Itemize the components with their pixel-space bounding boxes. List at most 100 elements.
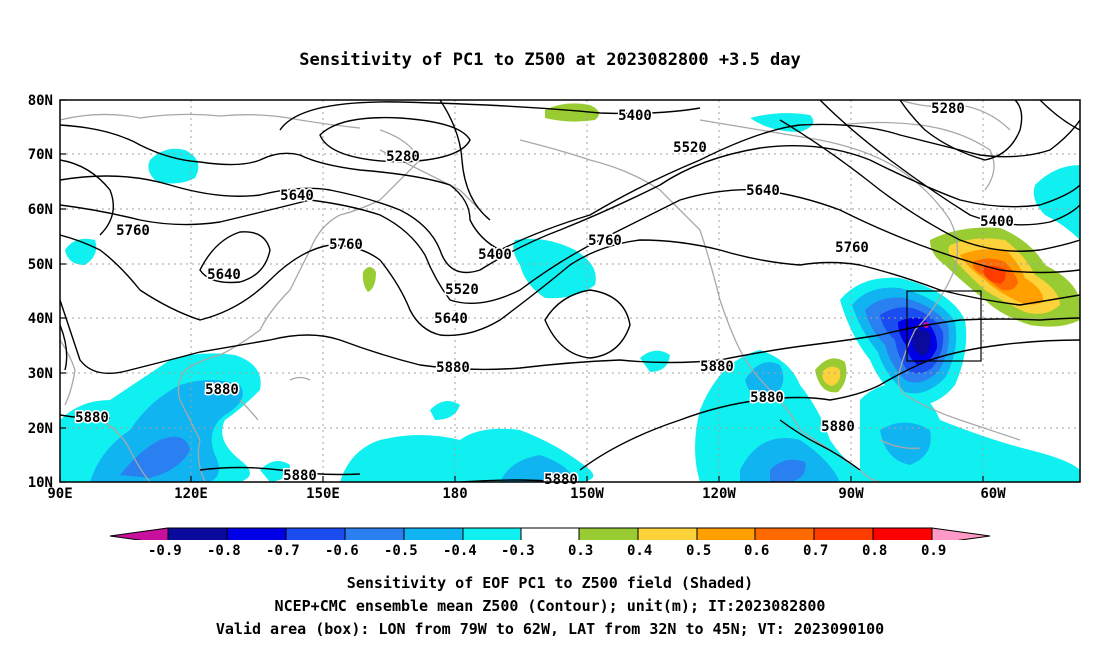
colorbar-segment <box>696 527 756 540</box>
contour-label: 5280 <box>931 101 965 117</box>
lat-label: 30N <box>28 366 53 382</box>
valid-area-box <box>906 290 982 362</box>
shade-green-region <box>362 267 376 292</box>
colorbar-high-arrow <box>931 527 991 540</box>
colorbar <box>109 527 991 540</box>
lat-label: 20N <box>28 421 53 437</box>
contour-label: 5880 <box>700 359 734 375</box>
shade-cyan-region <box>513 238 596 299</box>
contour-label: 5400 <box>478 247 512 263</box>
colorbar-segment <box>872 527 933 540</box>
contour-label: 5880 <box>436 360 470 376</box>
contour-line-5880-south <box>779 419 861 471</box>
contour-label: 5880 <box>283 468 317 484</box>
lon-label: 150E <box>306 486 340 502</box>
contour-line-5640-low <box>199 231 271 284</box>
colorbar-segment <box>520 527 580 540</box>
lat-label: 10N <box>28 475 53 491</box>
contour-line-5400-east <box>819 100 1080 226</box>
lon-label: 150W <box>570 486 604 502</box>
contour-label: 5520 <box>673 140 707 156</box>
colorbar-label: -0.8 <box>207 543 241 559</box>
contour-line <box>779 119 1080 252</box>
colorbar-label: 0.5 <box>686 543 712 559</box>
footer-line-shaded: Sensitivity of EOF PC1 to Z500 field (Sh… <box>346 574 754 592</box>
shade-cyan-region <box>65 238 97 265</box>
shade-darkest-blue-region <box>912 328 931 356</box>
colorbar-low-arrow <box>109 527 169 540</box>
contour-label: 5400 <box>980 214 1014 230</box>
colorbar-label: 0.9 <box>921 543 947 559</box>
contour-line-5760 <box>60 234 1080 337</box>
colorbar-segment <box>578 527 639 540</box>
contour-line <box>439 100 491 221</box>
colorbar-label: -0.9 <box>148 543 182 559</box>
lon-label: 90E <box>47 486 72 502</box>
colorbar-segment <box>637 527 698 540</box>
shade-cyan-region <box>640 350 670 372</box>
shade-cyan-region <box>1033 165 1080 240</box>
contour-label: 5520 <box>445 282 479 298</box>
contour-label: 5280 <box>386 149 420 165</box>
contour-line-5880-south <box>579 339 1080 471</box>
axis-ticks <box>59 99 984 483</box>
colorbar-label: -0.5 <box>384 543 418 559</box>
contour-label: 5760 <box>588 233 622 249</box>
contour-line-5640 <box>60 189 1080 305</box>
lat-label: 40N <box>28 311 53 327</box>
contour-line <box>60 324 68 371</box>
contour-label: 5880 <box>544 472 578 488</box>
shade-light-blue-region <box>880 422 931 465</box>
lon-label: 120E <box>174 486 208 502</box>
colorbar-segment <box>462 527 522 540</box>
contour-line <box>1039 100 1080 131</box>
lat-label: 50N <box>28 257 53 273</box>
lon-label: 180 <box>442 486 467 502</box>
colorbar-segment <box>813 527 874 540</box>
contour-line-5880-south <box>60 414 111 420</box>
colorbar-segment <box>403 527 464 540</box>
contour-line-5880-south <box>199 466 361 476</box>
lat-label: 70N <box>28 147 53 163</box>
contour-label: 5760 <box>329 237 363 253</box>
contour-label: 5640 <box>434 311 468 327</box>
contour-label: 5880 <box>205 382 239 398</box>
shade-cyan-region <box>695 350 880 482</box>
contour-line-5280-east <box>899 100 1023 161</box>
lat-label: 60N <box>28 202 53 218</box>
contour-line-5520 <box>60 145 1080 274</box>
footer-line-contour: NCEP+CMC ensemble mean Z500 (Contour); u… <box>274 597 826 615</box>
shade-light-blue-region <box>745 362 784 400</box>
map-frame <box>59 99 1081 483</box>
graticule <box>60 100 1080 482</box>
shade-green-region <box>545 103 599 122</box>
footer-line-valid-area: Valid area (box): LON from 79W to 62W, L… <box>215 620 885 638</box>
colorbar-label: -0.3 <box>501 543 535 559</box>
colorbar-label: -0.6 <box>325 543 359 559</box>
lon-label: 60W <box>980 486 1006 502</box>
colorbar-label: 0.6 <box>744 543 770 559</box>
colorbar-label: 0.8 <box>862 543 888 559</box>
colorbar-label: 0.3 <box>568 543 594 559</box>
colorbar-segment <box>285 527 346 540</box>
contour-label: 5760 <box>116 223 150 239</box>
contour-line-5880 <box>60 299 1080 374</box>
latitude-labels: 80N 70N 60N 50N 40N 30N 20N 10N <box>28 93 53 491</box>
colorbar-segment <box>754 527 815 540</box>
contour-label: 5400 <box>618 108 652 124</box>
colorbar-segment <box>226 527 287 540</box>
colorbar-segment <box>344 527 405 540</box>
sensitivity-map: 5400 5280 5520 5280 5640 5640 5760 5400 … <box>28 93 1081 540</box>
lon-label: 90W <box>838 486 864 502</box>
shaded-sensitivity <box>60 103 1080 482</box>
colorbar-label: -0.7 <box>266 543 300 559</box>
longitude-labels: 90E 120E 150E 180 150W 120W 90W 60W <box>47 486 1006 502</box>
shade-mid-blue-region <box>770 459 806 482</box>
contour-label: 5880 <box>75 410 109 426</box>
shade-cyan-region <box>430 401 460 420</box>
contour-labels: 5400 5280 5520 5280 5640 5640 5760 5400 … <box>74 100 1016 490</box>
colorbar-label: 0.7 <box>803 543 829 559</box>
contour-line <box>60 159 114 236</box>
contour-label: 5640 <box>746 183 780 199</box>
lon-label: 120W <box>702 486 736 502</box>
